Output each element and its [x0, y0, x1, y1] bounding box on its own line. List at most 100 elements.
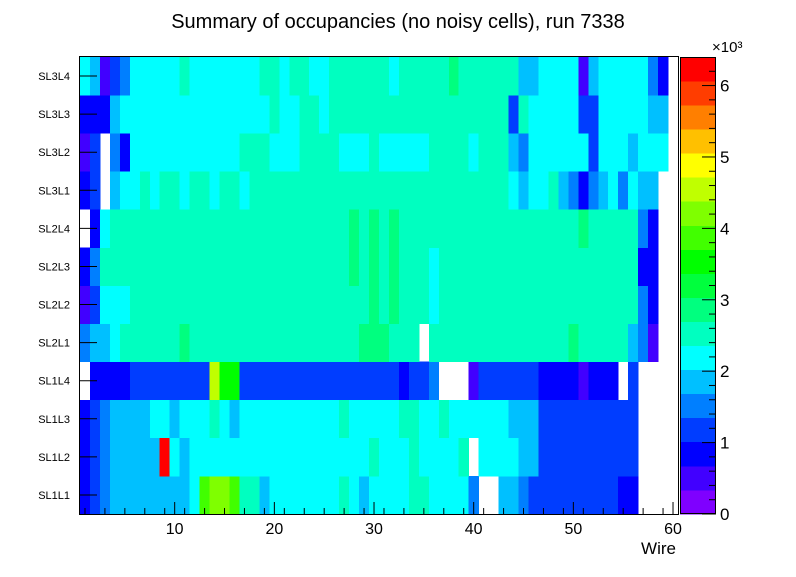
heatmap-cell-sl3l1-w14 — [209, 171, 220, 210]
heatmap-cell-sl1l1-w12 — [189, 475, 200, 515]
heatmap-cell-sl3l3-w29 — [359, 95, 370, 134]
heatmap-cell-sl3l1-w17 — [239, 171, 250, 210]
heatmap-cell-sl3l1-w57 — [638, 171, 649, 210]
heatmap-cell-sl3l3-w33 — [398, 95, 410, 134]
heatmap-cell-sl1l2-w3 — [99, 437, 111, 477]
y-tick-label-sl1l2: SL1L2 — [38, 452, 70, 464]
heatmap-cell-sl3l3-w54 — [608, 95, 649, 134]
heatmap-cell-sl2l4-w31 — [379, 209, 390, 248]
colorbar-swatch-17 — [680, 81, 716, 106]
heatmap-cell-sl1l3-w8 — [149, 399, 171, 439]
heatmap-cell-sl1l3-w3 — [99, 399, 111, 439]
heatmap-cell-sl1l2-w46 — [528, 437, 539, 477]
heatmap-cell-sl2l3-w36 — [428, 247, 440, 286]
heatmap-cell-sl2l2-w36 — [428, 285, 440, 324]
heatmap-cell-sl3l1-w52 — [588, 171, 599, 210]
plot-frame — [79, 56, 679, 515]
colorbar-swatch-1 — [680, 465, 716, 491]
heatmap-cell-sl1l4-w16 — [229, 361, 240, 401]
heatmap-cell-sl3l2-w53 — [598, 133, 629, 172]
heatmap-cell-sl1l2-w34 — [408, 437, 420, 477]
heatmap-cell-sl3l2-w44 — [508, 133, 519, 172]
heatmap-cell-sl3l3-w34 — [408, 95, 509, 134]
heatmap-cell-sl1l4-w6 — [129, 361, 210, 401]
heatmap-cell-sl3l4-w22 — [289, 57, 310, 96]
heatmap-cell-sl2l2-w30 — [369, 285, 380, 324]
heatmap-cell-sl1l4-w56 — [628, 361, 639, 401]
heatmap-cell-sl2l2-w32 — [388, 285, 400, 324]
heatmap-cell-sl3l2-w30 — [369, 133, 380, 172]
x-axis-label: Wire — [641, 539, 676, 558]
heatmap-cell-sl1l1-w28 — [349, 475, 360, 515]
heatmap-cell-sl2l2-w58 — [648, 285, 659, 324]
x-tick-label-10: 10 — [166, 521, 184, 538]
heatmap-cell-sl2l1-w36 — [428, 323, 569, 363]
colorbar-swatch-5 — [680, 369, 716, 395]
heatmap-cell-sl2l3-w3 — [99, 247, 121, 286]
y-tick-label-sl1l4: SL1L4 — [38, 376, 70, 388]
heatmap-cell-sl3l1-w15 — [219, 171, 240, 210]
heatmap-cell-sl3l2-w45 — [518, 133, 529, 172]
x-tick-label-50: 50 — [564, 521, 582, 538]
heatmap-cell-sl1l4-w40 — [468, 361, 480, 401]
heatmap-cell-sl2l3-w33 — [398, 247, 430, 286]
heatmap-cell-sl1l3-w14 — [209, 399, 220, 439]
heatmap-cell-sl2l3-w30 — [369, 247, 380, 286]
heatmap-cell-sl3l4-w12 — [189, 57, 260, 96]
heatmap-cell-sl3l3-w53 — [598, 95, 609, 134]
y-tick-label-sl2l1: SL2L1 — [38, 338, 70, 350]
heatmap-cell-sl2l4-w33 — [398, 209, 579, 248]
heatmap-cell-sl2l4-w28 — [349, 209, 360, 248]
heatmap-cell-sl1l4-w14 — [209, 361, 220, 401]
heatmap-cell-sl3l2-w46 — [528, 133, 559, 172]
heatmap-cell-sl1l1-w43 — [498, 475, 519, 515]
colorbar-exponent-label: ×10³ — [712, 39, 742, 56]
heatmap-cell-sl3l3-w4 — [109, 95, 121, 134]
x-tick-label-30: 30 — [365, 521, 383, 538]
heatmap-cell-sl2l2-w3 — [99, 285, 111, 324]
heatmap-cell-sl1l3-w37 — [438, 399, 450, 439]
y-tick-label-sl3l3: SL3L3 — [38, 109, 70, 121]
heatmap-cell-sl3l2-w31 — [379, 133, 430, 172]
heatmap-cell-sl1l2-w4 — [109, 437, 161, 477]
heatmap-cell-sl2l4-w30 — [369, 209, 380, 248]
heatmap-cell-sl1l4-w51 — [578, 361, 589, 401]
colorbar-tick-label-5: 5 — [720, 148, 729, 167]
heatmap-cell-sl3l2-w57 — [638, 133, 669, 172]
heatmap-cell-sl3l3-w51 — [578, 95, 599, 134]
heatmap-cell-sl2l3-w31 — [379, 247, 390, 286]
heatmap-cell-sl3l4-w4 — [109, 57, 121, 96]
heatmap-cell-sl1l2-w47 — [538, 437, 639, 477]
heatmap-cell-sl3l1-w18 — [249, 171, 509, 210]
heatmap-cell-sl3l2-w20 — [269, 133, 300, 172]
heatmap-cell-sl3l4-w38 — [448, 57, 460, 96]
heatmap-cell-sl2l3-w29 — [359, 247, 370, 286]
colorbar-swatch-13 — [680, 177, 716, 202]
colorbar-swatch-16 — [680, 105, 716, 130]
heatmap-cell-sl3l4-w21 — [279, 57, 290, 96]
heatmap-cell-sl1l1-w19 — [259, 475, 270, 515]
colorbar-swatch-8 — [680, 297, 716, 322]
heatmap-cell-sl3l4-w11 — [179, 57, 191, 96]
heatmap-cell-sl2l1-w3 — [99, 323, 111, 363]
heatmap-cell-sl3l2-w56 — [628, 133, 639, 172]
heatmap-cell-sl1l3-w38 — [448, 399, 509, 439]
heatmap-cell-sl2l1-w5 — [119, 323, 181, 363]
heatmap-cell-sl1l1-w36 — [428, 475, 470, 515]
y-tick-label-sl1l3: SL1L3 — [38, 414, 70, 426]
heatmap-cell-sl3l2-w36 — [428, 133, 470, 172]
heatmap-cell-sl1l1-w3 — [99, 475, 111, 515]
heatmap-cell-sl3l3-w3 — [99, 95, 111, 134]
heatmap-cell-sl3l4-w39 — [458, 57, 519, 96]
heatmap-cell-sl1l3-w47 — [538, 399, 639, 439]
heatmap-cell-sl1l2-w35 — [418, 437, 460, 477]
heatmap-cell-sl1l1-w34 — [408, 475, 430, 515]
heatmap-cell-sl2l1-w4 — [109, 323, 121, 363]
heatmap-cell-sl3l2-w4 — [109, 133, 121, 172]
heatmap-cell-sl3l4-w59 — [658, 57, 669, 96]
heatmap-cell-sl2l2-w4 — [109, 285, 131, 324]
heatmap-cell-sl1l1-w27 — [339, 475, 350, 515]
heatmap-cell-sl2l4-w52 — [588, 209, 639, 248]
